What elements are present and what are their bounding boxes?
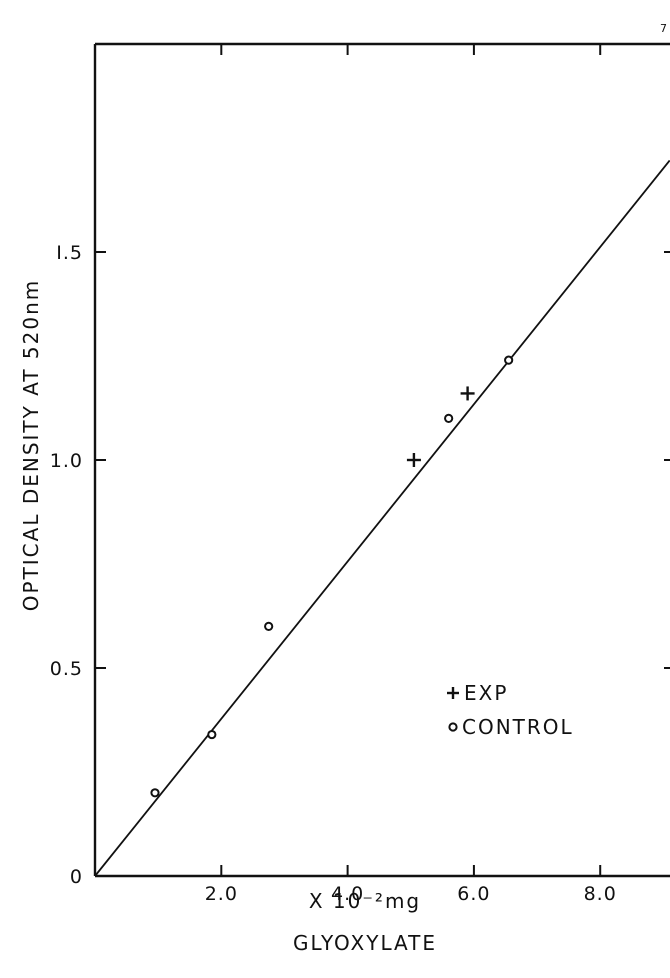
y-tick-label: 1.0 [50,450,83,472]
control-point [504,355,514,365]
y-tick-label: 0 [70,866,83,888]
legend-label-exp: EXP [464,681,508,705]
y-tick-label: 0.5 [50,658,83,680]
x-tick-label: 4.0 [331,883,364,905]
control-point [150,788,160,798]
legend-marker-exp [447,687,459,699]
fit-line-group [94,159,670,877]
legend: EXP CONTROL [447,681,574,739]
page-number: 7 [660,22,667,35]
legend-label-control: CONTROL [462,715,574,739]
data-points [150,355,514,798]
x-tick-label: 2.0 [205,883,238,905]
x-axis-label: X 10⁻²mg [309,889,421,913]
x-axis-ticks: 2.0 4.0 6.0 8.0 [205,44,617,905]
y-axis-ticks: 0 0.5 1.0 I.5 [50,242,670,888]
control-point [207,729,217,740]
x-tick-label: 8.0 [584,883,617,905]
exp-point [406,453,421,467]
x-tick-label: 6.0 [457,883,490,905]
exp-point [460,386,475,401]
plot-frame [93,42,670,878]
fit-line [94,159,670,877]
y-tick-label: I.5 [56,242,83,264]
control-point [444,413,454,423]
legend-marker-control [448,722,458,732]
control-point [264,621,274,632]
x-axis-sublabel: GLYOXYLATE [293,931,437,955]
y-axis-label: OPTICAL DENSITY AT 520nm [19,279,43,611]
